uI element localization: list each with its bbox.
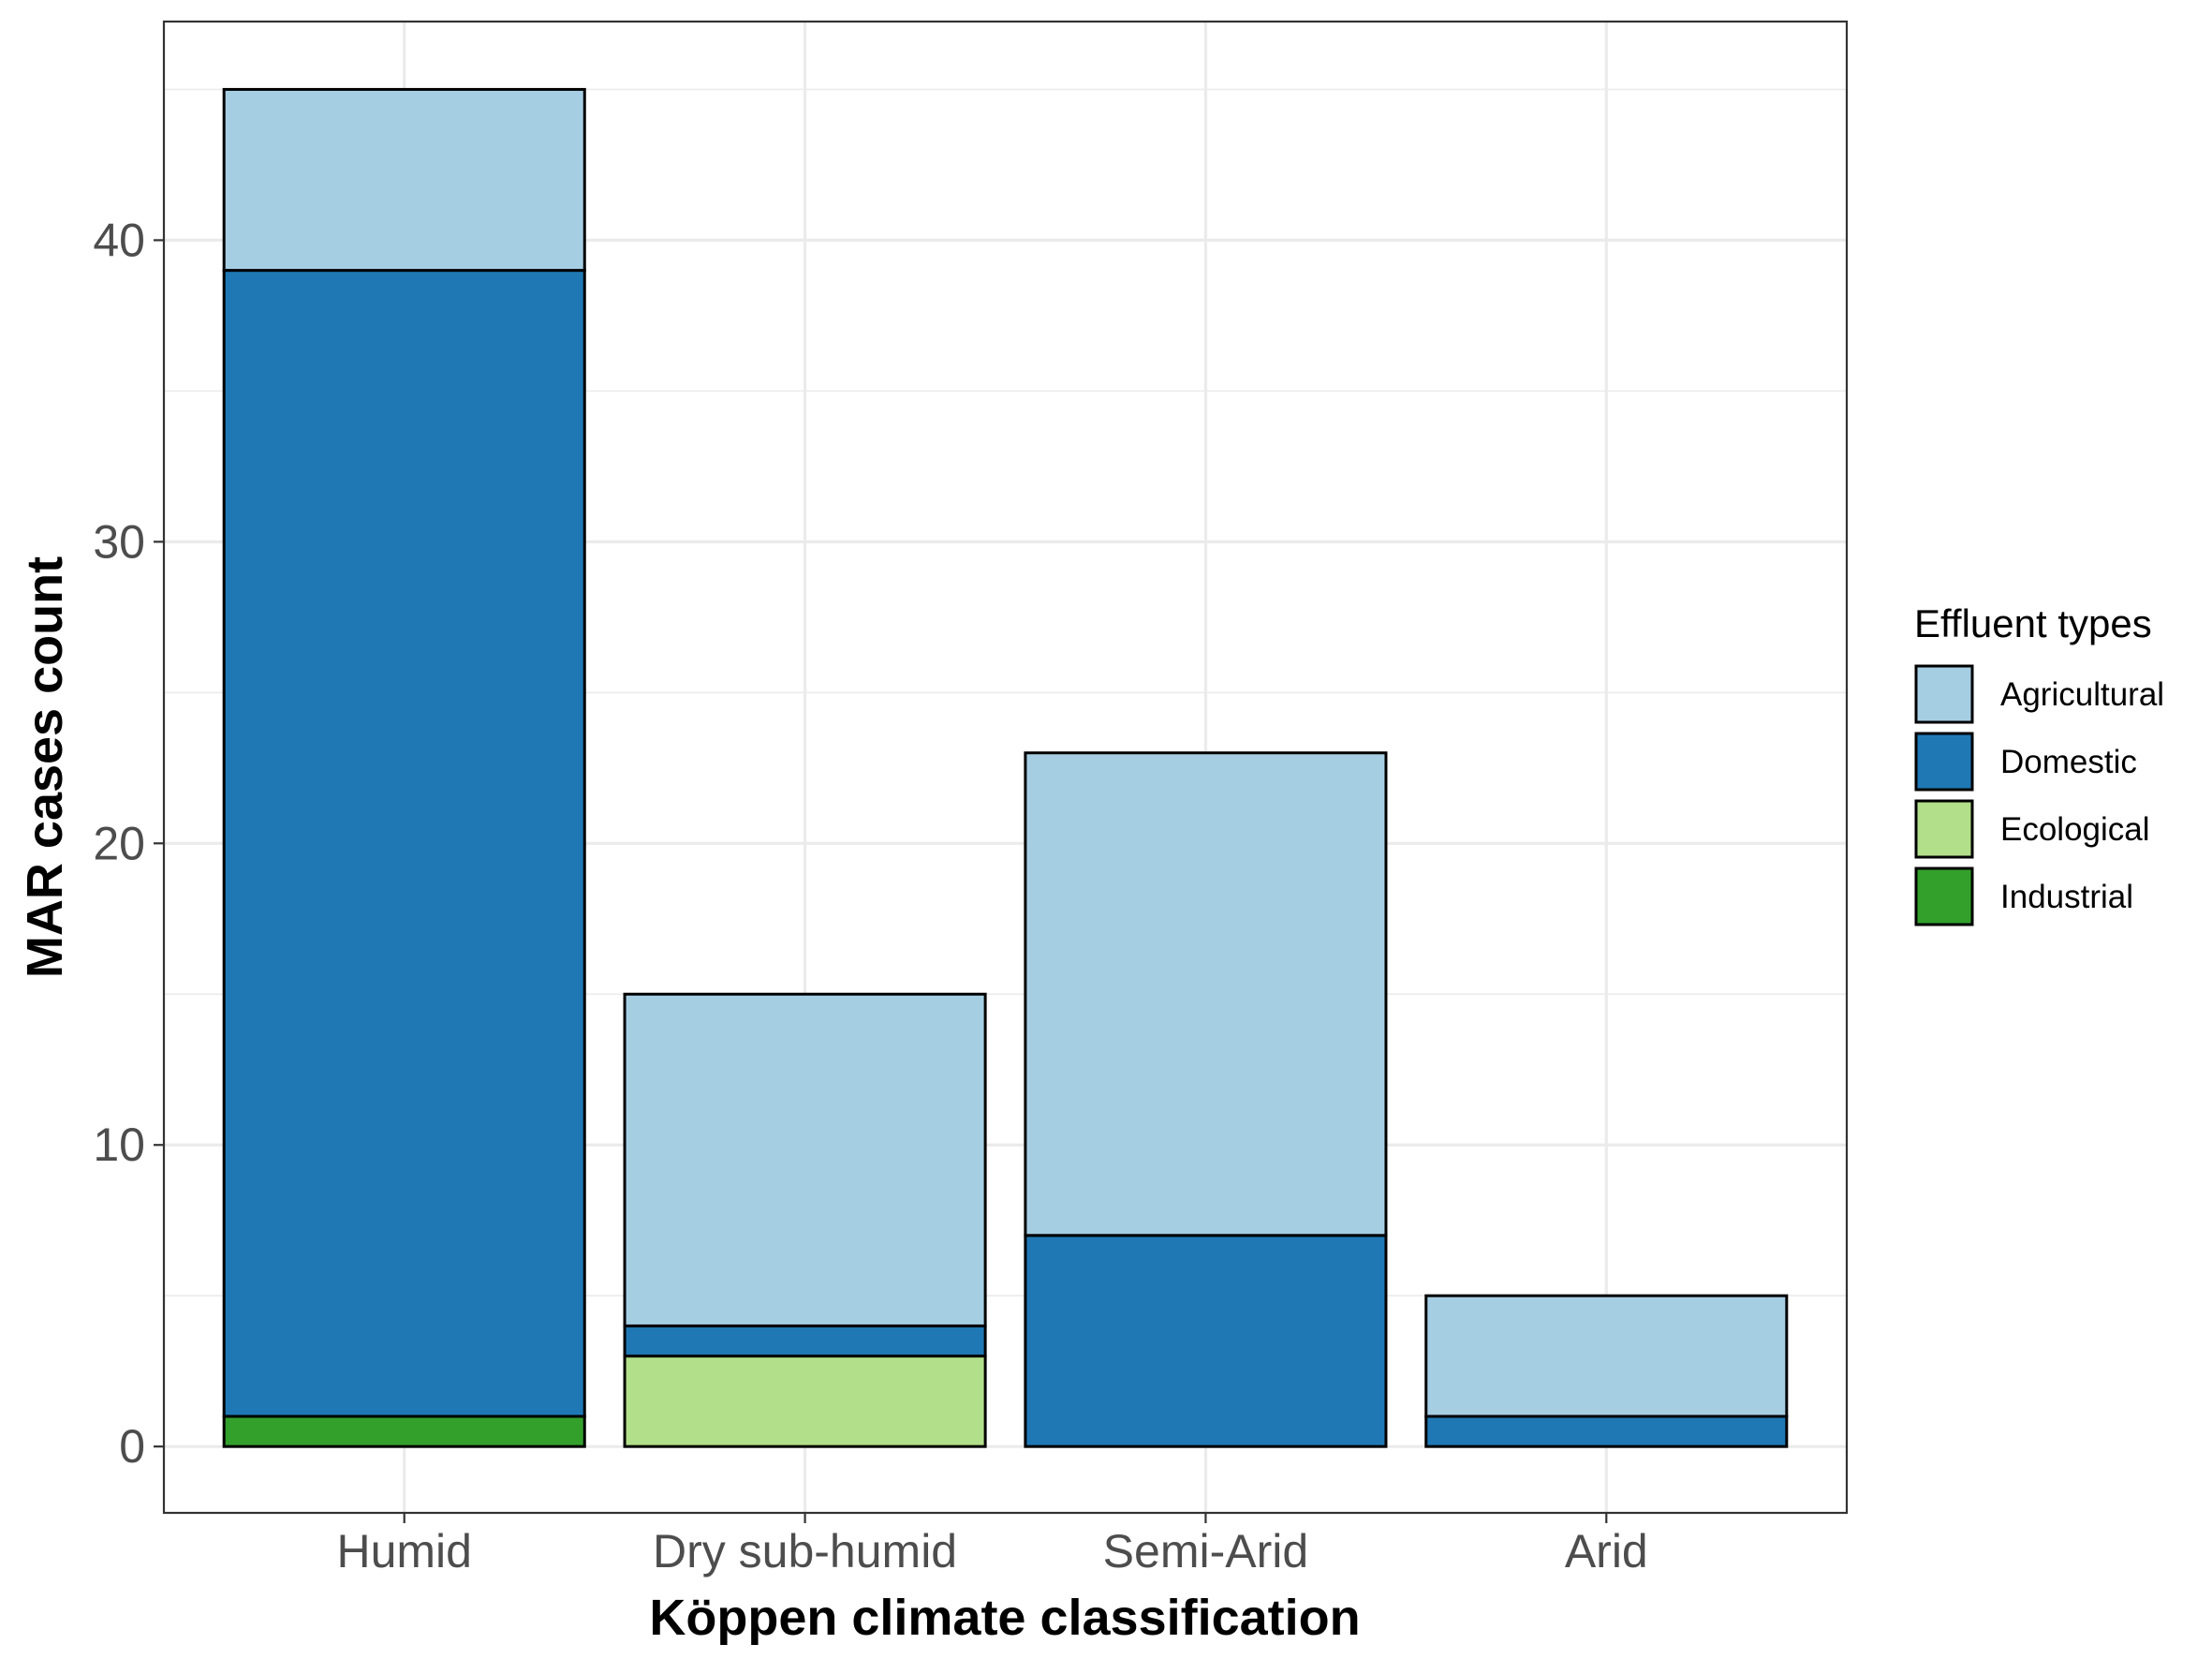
legend-key-agricultural (1914, 664, 1974, 724)
y-axis-title: MAR cases count (17, 556, 73, 978)
bar-arid-agricultural (1424, 1294, 1789, 1418)
bars (222, 87, 1789, 1448)
legend-label-domestic: Domestic (2000, 744, 2137, 780)
x-tick-label-semi-arid: Semi-Arid (1103, 1525, 1308, 1578)
legend-key-ecological (1914, 799, 1974, 859)
y-tick-label: 10 (93, 1118, 145, 1171)
bar-dry-sub-humid-ecological (623, 1355, 987, 1448)
bar-semi-arid-domestic (1024, 1234, 1388, 1448)
bar-humid-agricultural (222, 87, 586, 273)
y-axis: 0 10 20 30 40 (93, 214, 164, 1473)
legend-key-industrial (1914, 867, 1974, 926)
y-tick-label: 0 (119, 1420, 145, 1473)
legend-key-domestic (1914, 732, 1974, 792)
bar-arid-domestic (1424, 1415, 1789, 1448)
y-tick-label: 30 (93, 515, 145, 568)
y-tick-label: 40 (93, 214, 145, 266)
x-axis-title: Köppen climate classification (649, 1590, 1360, 1646)
bar-humid-industrial (222, 1415, 586, 1448)
x-axis: Humid Dry sub-humid Semi-Arid Arid (336, 1513, 1648, 1578)
x-tick-label-dry-sub-humid: Dry sub-humid (653, 1525, 957, 1578)
legend-label-agricultural: Agricultural (2000, 676, 2164, 713)
legend: Effluent types Agricultural Domestic Ecolo… (1914, 601, 2164, 926)
legend-label-ecological: Ecological (2000, 811, 2150, 848)
y-tick-label: 20 (93, 817, 145, 869)
x-tick-label-humid: Humid (336, 1525, 471, 1578)
legend-title: Effluent types (1914, 601, 2152, 645)
bar-humid-domestic (222, 269, 586, 1418)
bar-dry-sub-humid-domestic (623, 1324, 987, 1358)
legend-label-industrial: Industrial (2000, 879, 2133, 915)
bar-dry-sub-humid-agricultural (623, 992, 987, 1327)
x-tick-label-arid: Arid (1565, 1525, 1648, 1578)
bar-semi-arid-agricultural (1024, 751, 1388, 1237)
plot-border (162, 20, 1849, 1515)
